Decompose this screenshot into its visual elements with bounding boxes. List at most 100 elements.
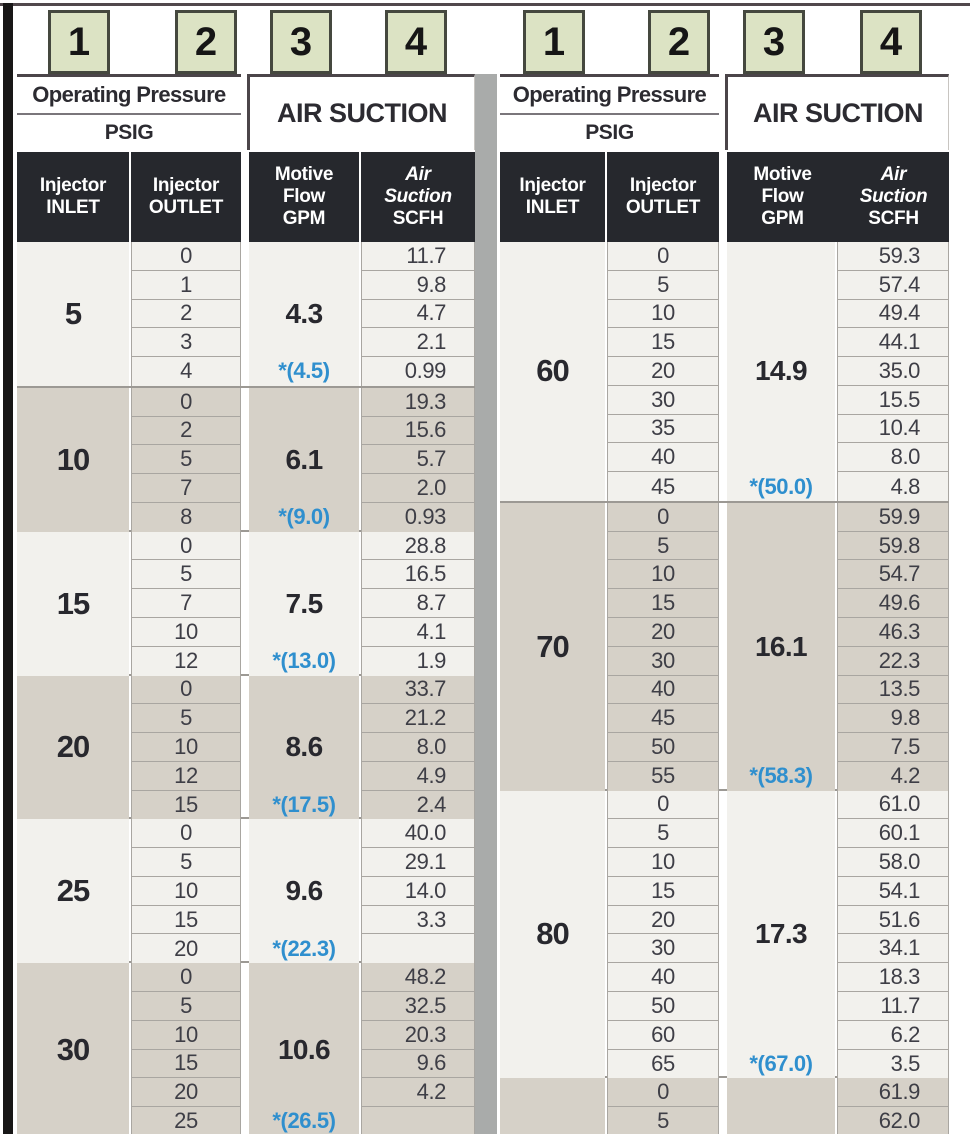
table-header-band: Operating Pressure PSIG AIR SUCTION <box>17 74 475 150</box>
air-suction-value: 49.6 <box>838 589 948 618</box>
outlet-pressure-value: 5 <box>608 532 718 561</box>
outlet-pressure-value: 7 <box>132 474 240 503</box>
air-suction-value: 59.9 <box>838 503 948 532</box>
inlet-pressure-cell: 25 <box>17 819 129 964</box>
air-suction-value: 19.3 <box>362 388 474 417</box>
column-number-badge-1: 1 <box>48 10 110 74</box>
pressure-table-right: 1 2 3 4 Operating Pressure PSIG AIR SUCT… <box>500 8 949 1134</box>
air-suction-value: 13.5 <box>838 676 948 705</box>
motive-flow-cell: 4.3 *(4.5) <box>249 242 359 386</box>
air-suction-column: 61.9 62.0 <box>837 1078 949 1134</box>
outlet-pressure-value: 1 <box>132 271 240 300</box>
motive-flow-value: 6.1 <box>285 443 323 475</box>
outlet-pressure-value: 15 <box>608 589 718 618</box>
psig-label: PSIG <box>104 120 154 144</box>
air-suction-value: 4.8 <box>890 473 921 499</box>
column-spacer <box>243 242 247 386</box>
inlet-pressure-cell: 80 <box>500 790 605 1079</box>
max-flow-value: *(9.0) <box>278 504 330 530</box>
outlet-pressure-value: 5 <box>132 560 240 590</box>
outlet-pressure-value: 10 <box>132 733 240 762</box>
outlet-column: 0 5 10 15 20 <box>131 819 241 964</box>
max-flow-value <box>727 1107 835 1134</box>
air-suction-value: 33.7 <box>362 676 474 705</box>
outlet-pressure-value: 35 <box>608 415 718 444</box>
motive-flow-and-air-suction-header: Motive Flow GPM Air Suction SCFH <box>727 152 949 242</box>
outlet-pressure-value: 3 <box>132 328 240 358</box>
motive-flow-header: Motive Flow GPM <box>249 152 359 242</box>
air-suction-value: 0.93 <box>404 504 447 530</box>
air-suction-value: 40.0 <box>362 819 474 849</box>
air-suction-value: 4.2 <box>362 1078 474 1108</box>
outlet-pressure-value: 0 <box>608 1078 718 1108</box>
outlet-pressure-value: 8 <box>180 504 192 530</box>
pressure-group: 30 0 5 10 15 20 25 10.6 *(26.5) 48.2 32.5 20.3 9.6 4.… <box>17 961 475 1134</box>
outlet-pressure-value: 0 <box>132 242 240 271</box>
air-suction-value: 16.5 <box>362 560 474 590</box>
air-suction-value: 59.3 <box>838 242 948 271</box>
air-suction-column: 19.3 15.6 5.7 2.0 0.93 <box>361 387 475 532</box>
outlet-pressure-value: 4 <box>180 358 192 384</box>
operating-pressure-title: Operating Pressure <box>17 77 241 115</box>
column-number-badge-4: 4 <box>385 10 447 74</box>
column-spacer <box>243 532 247 676</box>
inlet-pressure-cell: 30 <box>17 963 129 1134</box>
column-spacer <box>243 819 247 963</box>
outlet-pressure-value: 15 <box>608 877 718 906</box>
air-suction-column: 61.0 60.1 58.0 54.1 51.6 34.1 18.3 11.7 6.2 3.5 <box>837 790 949 1079</box>
air-suction-value: 1.9 <box>416 648 447 674</box>
air-suction-value: 2.4 <box>416 791 447 817</box>
outlet-pressure-value: 10 <box>608 848 718 877</box>
air-suction-value: 61.9 <box>838 1078 948 1108</box>
air-suction-value: 9.8 <box>362 271 474 300</box>
outlet-pressure-value: 15 <box>132 906 240 935</box>
header-line: Suction <box>384 186 452 207</box>
air-suction-value: 11.7 <box>838 992 948 1021</box>
air-suction-value: 46.3 <box>838 618 948 647</box>
column-spacer <box>243 963 247 1134</box>
outlet-pressure-value: 20 <box>608 357 718 386</box>
outlet-pressure-value: 0 <box>608 791 718 820</box>
header-line: Air <box>405 164 431 185</box>
air-suction-value <box>362 1107 474 1134</box>
outlet-column: 0 5 10 15 20 30 40 50 60 65 <box>607 790 719 1079</box>
air-suction-value: 8.0 <box>362 733 474 762</box>
outlet-pressure-value: 7 <box>132 589 240 618</box>
motive-flow-value: 4.3 <box>285 297 323 329</box>
psig-label: PSIG <box>585 120 634 144</box>
air-suction-value: 48.2 <box>362 963 474 992</box>
outlet-pressure-value: 10 <box>132 877 240 906</box>
outlet-pressure-value: 2 <box>132 300 240 329</box>
air-suction-value: 44.1 <box>838 328 948 358</box>
motive-flow-value: 16.1 <box>754 630 808 662</box>
pressure-group: 80 0 5 10 15 20 30 40 50 60 65 17.3 *(67.0) 61.0 60.1 5… <box>500 788 949 1079</box>
air-suction-value: 62.0 <box>878 1108 921 1134</box>
top-border-line <box>0 3 970 6</box>
left-black-margin-bar <box>3 3 13 1134</box>
air-suction-value: 14.0 <box>362 877 474 906</box>
header-line: Motive <box>274 164 334 185</box>
motive-flow-value: 7.5 <box>285 587 323 619</box>
inlet-pressure-cell: 60 <box>500 242 605 501</box>
pressure-groups: 5 0 1 2 3 4 4.3 *(4.5) 11.7 9.8 4.7 2.1 0.99 10 0 2 5 7 8 6… <box>17 242 475 1134</box>
air-suction-value: 61.0 <box>838 791 948 820</box>
header-line: Injector <box>39 175 107 196</box>
pressure-table-left: 1 2 3 4 Operating Pressure PSIG AIR SUCT… <box>17 8 475 1134</box>
outlet-pressure-value: 30 <box>608 386 718 415</box>
outlet-pressure-value: 30 <box>608 647 718 676</box>
header-line: Suction <box>859 186 928 207</box>
air-suction-header: AIR SUCTION <box>247 74 475 150</box>
outlet-pressure-value: 45 <box>651 473 675 499</box>
column-spacer <box>721 242 725 501</box>
air-suction-column: 40.0 29.1 14.0 3.3 <box>361 819 475 964</box>
air-suction-column: 59.9 59.8 54.7 49.6 46.3 22.3 13.5 9.8 7.5 4.2 <box>837 502 949 791</box>
air-suction-column: 59.3 57.4 49.4 44.1 35.0 15.5 10.4 8.0 4.8 <box>837 242 949 501</box>
outlet-pressure-value: 40 <box>608 963 718 992</box>
column-number-badge-3: 3 <box>743 10 805 74</box>
outlet-pressure-value: 5 <box>608 271 718 300</box>
motive-flow-cell: 8.6 *(17.5) <box>249 675 359 820</box>
max-flow-value: *(67.0) <box>749 1050 813 1076</box>
outlet-pressure-value: 15 <box>608 328 718 358</box>
inlet-pressure-cell: 70 <box>500 502 605 791</box>
air-suction-value: 4.2 <box>890 763 921 789</box>
